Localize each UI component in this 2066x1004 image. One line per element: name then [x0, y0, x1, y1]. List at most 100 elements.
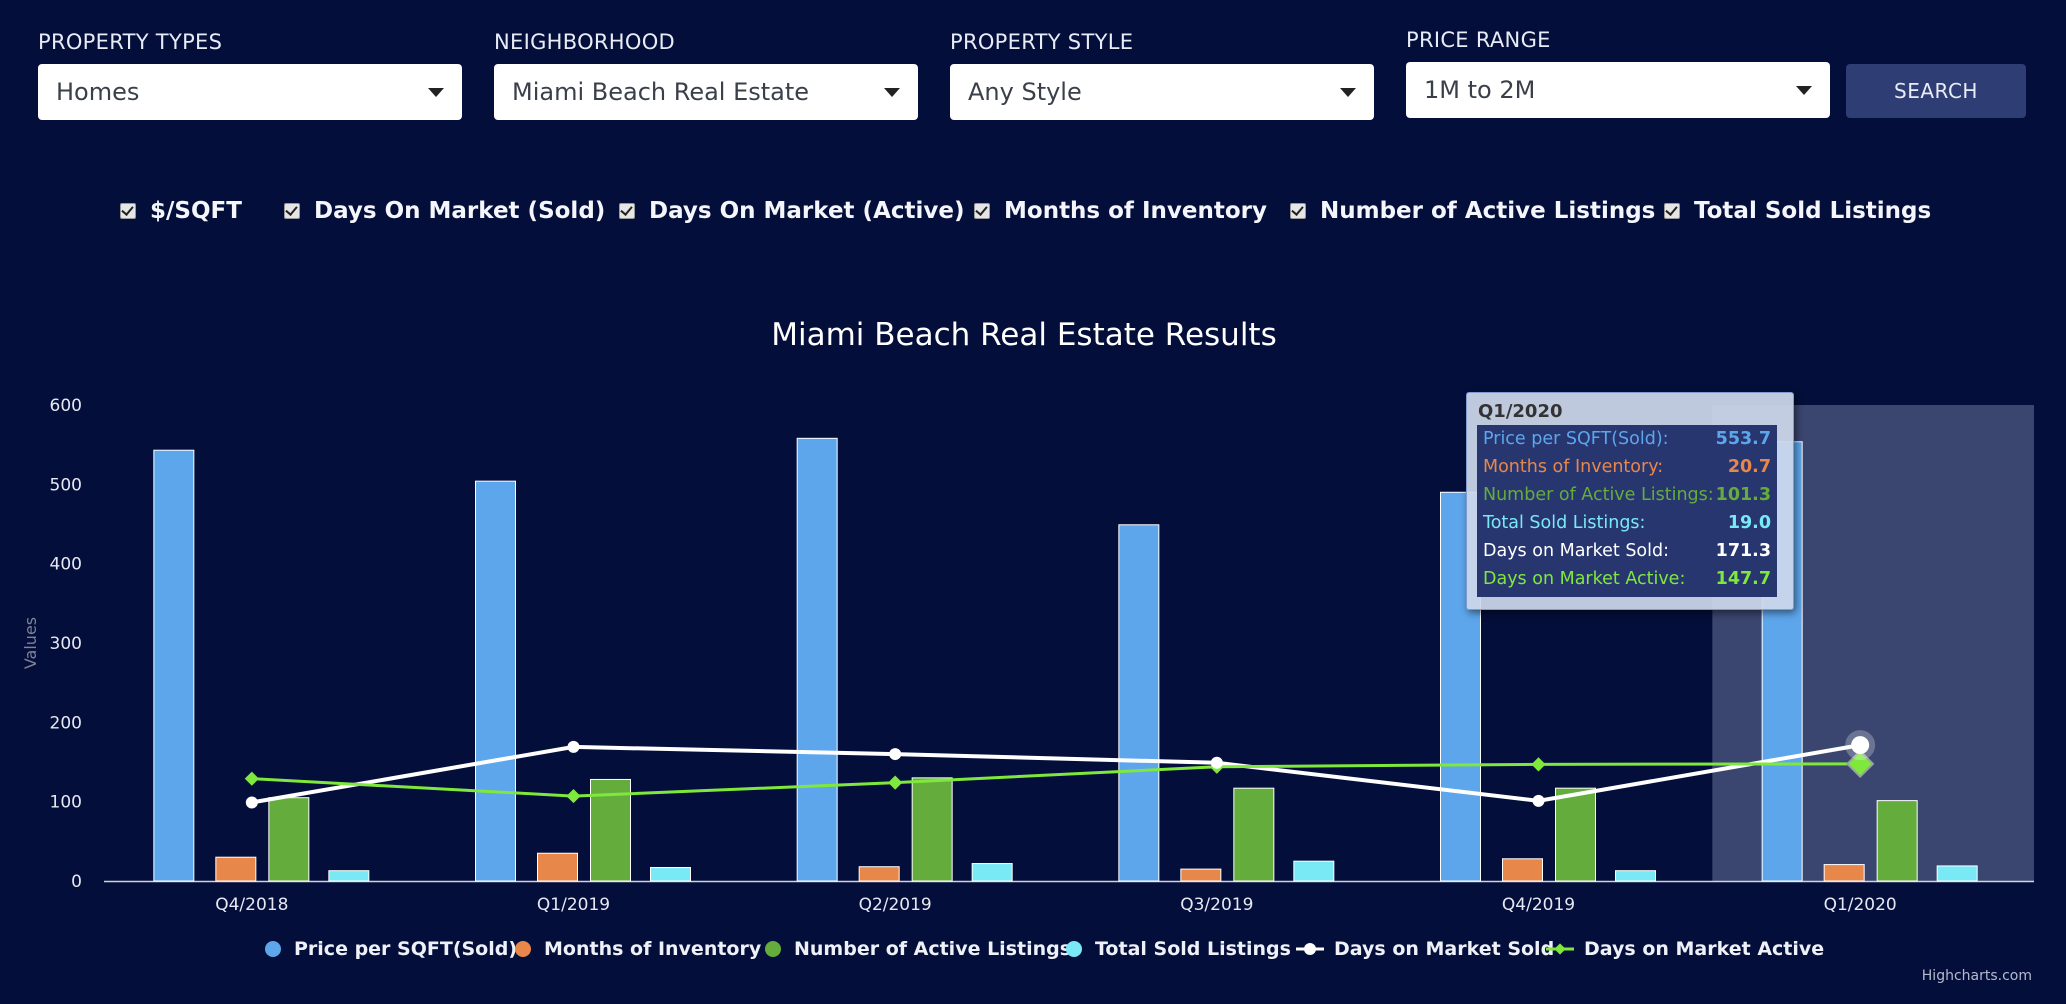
toggle-months-inventory[interactable]: Months of Inventory — [974, 198, 1267, 224]
line-marker-icon — [1546, 943, 1574, 955]
y-tick-label: 0 — [71, 872, 82, 892]
neighborhood-filter: NEIGHBORHOOD Miami Beach Real Estate — [494, 30, 918, 120]
line-point — [1851, 736, 1870, 755]
property-types-select[interactable]: Homes — [38, 64, 462, 120]
line-point — [245, 796, 258, 809]
bar — [1936, 865, 1978, 882]
bar — [1615, 870, 1656, 882]
checkbox-checked-icon[interactable] — [284, 203, 300, 219]
caret-down-icon — [428, 88, 444, 97]
tooltip-label: Total Sold Listings: — [1483, 513, 1646, 533]
toggle-sold-listings[interactable]: Total Sold Listings — [1664, 198, 1931, 224]
line-marker-icon — [1296, 943, 1324, 955]
bar — [796, 437, 838, 882]
line-point — [1531, 757, 1546, 772]
series-toggles: $/SQFT Days On Market (Sold) Days On Mar… — [0, 198, 2066, 232]
property-types-value: Homes — [56, 78, 140, 106]
legend-label: Price per SQFT(Sold) — [294, 938, 518, 960]
bar — [1823, 864, 1865, 882]
search-button[interactable]: SEARCH — [1846, 64, 2026, 118]
legend-label: Days on Market Active — [1584, 938, 1825, 960]
bar — [1555, 787, 1596, 882]
bar — [475, 480, 516, 882]
toggle-label: Days On Market (Sold) — [314, 198, 606, 224]
y-tick-label: 200 — [50, 713, 82, 733]
bar — [215, 856, 257, 882]
bar — [971, 863, 1013, 882]
bar — [590, 778, 631, 882]
bar — [1502, 858, 1543, 882]
tooltip-label: Months of Inventory: — [1483, 457, 1664, 477]
legend-price-sqft[interactable]: Price per SQFT(Sold) — [264, 938, 517, 960]
toggle-dom-active[interactable]: Days On Market (Active) — [619, 198, 965, 224]
caret-down-icon — [1340, 88, 1356, 97]
tooltip-value: 20.7 — [1727, 457, 1771, 477]
circle-icon — [765, 941, 781, 957]
toggle-active-listings[interactable]: Number of Active Listings — [1290, 198, 1655, 224]
legend-active-listings[interactable]: Number of Active Listings — [764, 938, 1071, 960]
legend-sold-listings[interactable]: Total Sold Listings — [1065, 938, 1291, 960]
tooltip-label: Number of Active Listings: — [1483, 485, 1714, 505]
price-range-filter: PRICE RANGE 1M to 2M — [1406, 28, 1830, 118]
neighborhood-value: Miami Beach Real Estate — [512, 78, 810, 106]
line-point — [888, 775, 903, 790]
tooltip-title: Q1/2020 — [1478, 401, 1563, 422]
line-point — [889, 748, 902, 761]
property-style-value: Any Style — [968, 78, 1082, 106]
neighborhood-select[interactable]: Miami Beach Real Estate — [494, 64, 918, 120]
legend-dom-sold[interactable]: Days on Market Sold — [1296, 938, 1554, 960]
x-tick-label: Q1/2020 — [1824, 895, 1897, 915]
circle-icon — [1066, 941, 1082, 957]
bar — [1180, 868, 1222, 882]
x-tick-label: Q1/2019 — [537, 895, 610, 915]
checkbox-checked-icon[interactable] — [1664, 203, 1680, 219]
y-tick-label: 300 — [50, 634, 82, 654]
bar — [153, 449, 195, 882]
toggle-label: Days On Market (Active) — [649, 198, 965, 224]
tooltip-row: Months of Inventory: 20.7 — [1483, 457, 1771, 483]
checkbox-checked-icon[interactable] — [1290, 203, 1306, 219]
tooltip-label: Days on Market Sold: — [1483, 541, 1669, 561]
legend-months-inventory[interactable]: Months of Inventory — [514, 938, 761, 960]
line-point — [566, 789, 581, 804]
chart-tooltip: Q1/2020 Price per SQFT(Sold): 553.7 Mont… — [1466, 392, 1794, 610]
plot-area: 0 100 200 300 400 500 600 Q4/2018 Q1/2019 Q2/2019… — [50, 396, 2034, 915]
toggle-dom-sold[interactable]: Days On Market (Sold) — [284, 198, 605, 224]
legend-label: Total Sold Listings — [1095, 938, 1291, 960]
legend-dom-active[interactable]: Days on Market Active — [1546, 938, 1824, 960]
bar — [911, 777, 953, 882]
price-range-value: 1M to 2M — [1424, 76, 1536, 104]
y-tick-label: 400 — [50, 555, 82, 575]
property-types-filter: PROPERTY TYPES Homes — [38, 30, 462, 120]
property-style-filter: PROPERTY STYLE Any Style — [950, 30, 1374, 120]
toggle-label: Number of Active Listings — [1320, 198, 1656, 224]
checkbox-checked-icon[interactable] — [120, 203, 136, 219]
price-range-label: PRICE RANGE — [1406, 28, 1551, 52]
x-tick-label: Q4/2018 — [215, 895, 288, 915]
tooltip-row: Days on Market Sold: 171.3 — [1483, 541, 1771, 567]
checkbox-checked-icon[interactable] — [974, 203, 990, 219]
tooltip-value: 553.7 — [1715, 429, 1771, 449]
price-range-select[interactable]: 1M to 2M — [1406, 62, 1830, 118]
bar — [650, 867, 691, 882]
bar — [1876, 800, 1918, 882]
toggle-price-sqft[interactable]: $/SQFT — [120, 198, 242, 224]
toggle-label: Months of Inventory — [1004, 198, 1267, 224]
tooltip-table: Price per SQFT(Sold): 553.7 Months of In… — [1477, 425, 1777, 597]
x-tick-label: Q3/2019 — [1180, 895, 1253, 915]
property-style-label: PROPERTY STYLE — [950, 30, 1134, 54]
property-style-select[interactable]: Any Style — [950, 64, 1374, 120]
line-point — [1210, 756, 1223, 769]
checkbox-checked-icon[interactable] — [619, 203, 635, 219]
highcharts-credit[interactable]: Highcharts.com — [1921, 968, 2032, 984]
series-line — [251, 743, 1861, 805]
line-point — [244, 771, 259, 786]
circle-icon — [265, 941, 281, 957]
series-line — [251, 762, 1861, 798]
bar — [328, 870, 370, 882]
tooltip-row: Days on Market Active: 147.7 — [1483, 569, 1771, 595]
line-point — [1532, 794, 1545, 807]
y-tick-label: 100 — [50, 793, 82, 813]
legend-label: Number of Active Listings — [794, 938, 1072, 960]
caret-down-icon — [884, 88, 900, 97]
